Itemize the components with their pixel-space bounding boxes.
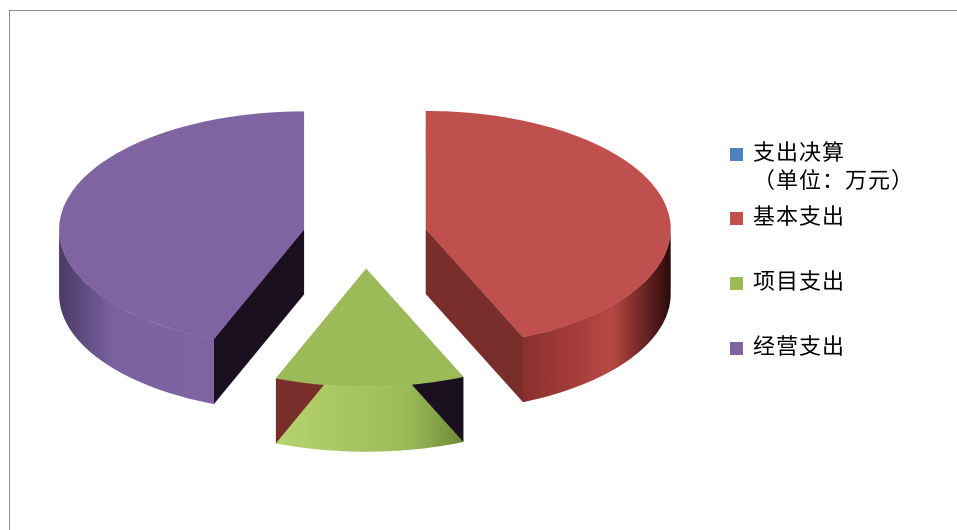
legend-swatch-operating: [730, 342, 743, 355]
legend-item-project: 项目支出: [730, 269, 845, 297]
legend-label-basic: 基本支出: [753, 204, 845, 232]
slice-operating: [59, 111, 304, 404]
legend-swatch-project: [730, 277, 743, 290]
legend-label-project: 项目支出: [753, 269, 845, 297]
legend-item-series: 支出决算 （单位：万元）: [730, 140, 914, 196]
legend-item-operating: 经营支出: [730, 334, 845, 362]
pie-chart: [0, 0, 957, 518]
slice-basic: [426, 111, 671, 402]
legend-label-operating: 经营支出: [753, 334, 845, 362]
legend-item-basic: 基本支出: [730, 204, 845, 232]
legend-label-series: 支出决算 （单位：万元）: [753, 140, 914, 196]
legend-swatch-series: [730, 148, 743, 161]
legend-swatch-basic: [730, 212, 743, 225]
